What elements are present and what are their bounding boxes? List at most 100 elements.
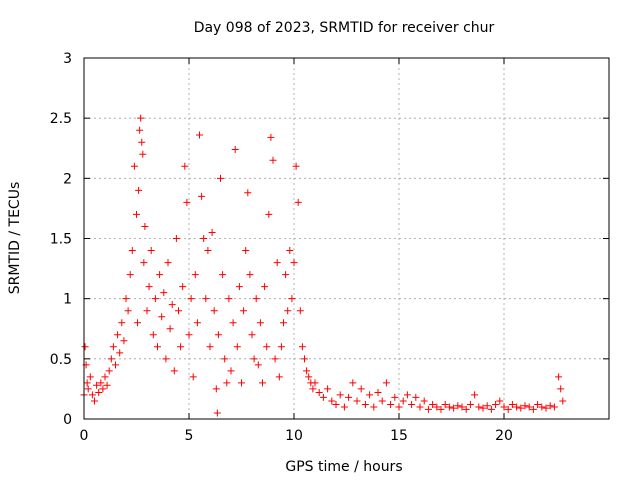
data-points <box>80 114 567 417</box>
data-point <box>492 401 500 409</box>
data-point <box>483 402 491 410</box>
x-tick-label: 15 <box>390 428 408 444</box>
data-point <box>244 189 252 197</box>
data-point <box>332 401 340 409</box>
data-point <box>429 401 437 409</box>
data-point <box>555 373 563 381</box>
data-point <box>213 409 221 417</box>
data-point <box>246 271 254 279</box>
data-point <box>200 235 208 242</box>
data-point <box>252 295 260 303</box>
y-tick-label: 2.5 <box>50 111 72 127</box>
data-point <box>288 295 296 303</box>
data-point <box>107 355 115 363</box>
data-point <box>557 385 565 393</box>
data-point <box>162 355 170 363</box>
data-point <box>254 361 262 369</box>
data-point <box>324 385 332 393</box>
data-point <box>450 404 458 412</box>
data-point <box>416 403 424 411</box>
data-point <box>345 393 353 401</box>
data-point <box>84 385 92 393</box>
data-point <box>271 355 279 363</box>
data-point <box>136 126 144 134</box>
data-point <box>168 301 176 309</box>
data-point <box>97 379 105 387</box>
data-point <box>137 114 145 122</box>
data-point <box>156 271 164 279</box>
data-point <box>286 247 294 255</box>
data-point <box>479 404 487 412</box>
data-point <box>214 331 222 339</box>
data-point <box>265 210 273 218</box>
data-point <box>122 295 130 303</box>
data-point <box>196 131 203 139</box>
data-point <box>445 403 453 411</box>
data-point <box>471 391 479 399</box>
data-point <box>83 379 91 387</box>
y-tick-label: 3 <box>63 51 72 67</box>
data-point <box>170 367 178 375</box>
data-point <box>508 401 516 409</box>
x-tick-label: 5 <box>185 428 194 444</box>
data-point <box>462 405 470 413</box>
data-point <box>277 343 285 351</box>
data-point <box>120 337 128 345</box>
data-point <box>221 355 229 363</box>
data-point <box>145 283 153 291</box>
data-point <box>303 367 311 375</box>
data-point <box>99 385 107 393</box>
data-point <box>475 403 483 411</box>
x-axis-label: GPS time / hours <box>285 459 402 475</box>
data-point <box>382 379 390 387</box>
data-point <box>128 247 136 255</box>
data-point <box>273 259 281 267</box>
data-point <box>296 307 304 315</box>
data-point <box>521 402 529 410</box>
data-point <box>261 283 269 291</box>
data-point <box>101 373 109 381</box>
data-point <box>227 367 235 375</box>
data-point <box>160 289 168 297</box>
data-point <box>504 405 512 413</box>
data-point <box>191 271 199 279</box>
data-point <box>217 174 224 182</box>
y-tick-label: 0 <box>63 412 72 428</box>
data-point <box>81 343 89 351</box>
data-point <box>130 162 138 170</box>
data-point <box>91 397 98 405</box>
data-point <box>357 385 365 393</box>
data-point <box>134 319 142 327</box>
data-point <box>212 385 220 393</box>
axis-ticks <box>83 57 609 420</box>
data-point <box>399 397 407 405</box>
y-axis-label: SRMTID / TECUs <box>7 182 23 295</box>
y-tick-label: 2 <box>63 171 72 187</box>
data-point <box>248 331 256 339</box>
data-point <box>164 259 172 267</box>
data-point <box>305 373 313 381</box>
data-point <box>496 397 504 405</box>
data-point <box>135 186 143 194</box>
data-point <box>109 343 117 351</box>
data-point <box>158 313 166 321</box>
data-point <box>238 379 245 387</box>
data-point <box>183 198 191 206</box>
data-point <box>177 343 185 351</box>
data-point <box>187 295 195 303</box>
data-point <box>466 401 474 409</box>
data-point <box>138 138 146 146</box>
y-tick-labels: 0 0.5 1 1.5 2 2.5 3 <box>50 51 72 428</box>
data-point <box>267 133 275 141</box>
data-point <box>208 228 216 236</box>
data-point <box>340 403 348 411</box>
data-point <box>95 389 103 397</box>
data-point <box>391 393 399 401</box>
data-point <box>229 319 237 327</box>
data-point <box>103 381 111 389</box>
data-point <box>112 361 119 369</box>
data-point <box>525 403 533 411</box>
data-point <box>133 210 140 218</box>
data-point <box>189 373 197 381</box>
